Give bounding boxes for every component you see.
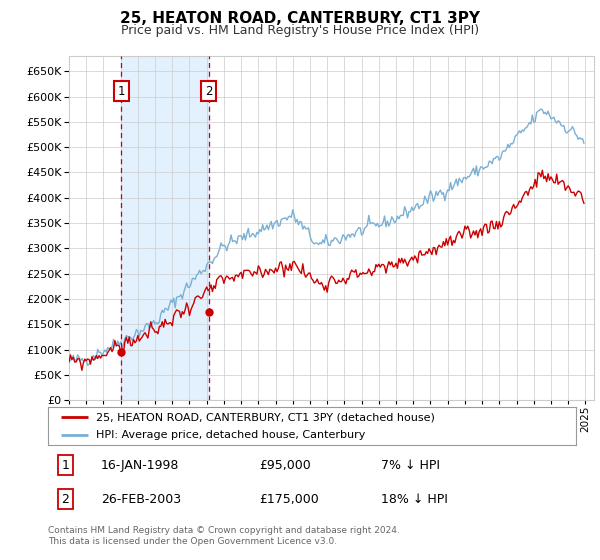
Text: Contains HM Land Registry data © Crown copyright and database right 2024.
This d: Contains HM Land Registry data © Crown c… xyxy=(48,526,400,546)
Text: 7% ↓ HPI: 7% ↓ HPI xyxy=(380,459,440,472)
Text: £95,000: £95,000 xyxy=(259,459,311,472)
Text: Price paid vs. HM Land Registry's House Price Index (HPI): Price paid vs. HM Land Registry's House … xyxy=(121,24,479,36)
Text: 26-FEB-2003: 26-FEB-2003 xyxy=(101,493,181,506)
Text: 16-JAN-1998: 16-JAN-1998 xyxy=(101,459,179,472)
Text: 18% ↓ HPI: 18% ↓ HPI xyxy=(380,493,448,506)
Text: 25, HEATON ROAD, CANTERBURY, CT1 3PY (detached house): 25, HEATON ROAD, CANTERBURY, CT1 3PY (de… xyxy=(95,412,434,422)
Text: 2: 2 xyxy=(61,493,69,506)
Bar xyxy=(121,56,209,400)
Text: HPI: Average price, detached house, Canterbury: HPI: Average price, detached house, Cant… xyxy=(95,430,365,440)
Text: 2: 2 xyxy=(205,85,212,98)
Text: 1: 1 xyxy=(61,459,69,472)
Text: £175,000: £175,000 xyxy=(259,493,319,506)
Text: 1: 1 xyxy=(118,85,125,98)
Text: 25, HEATON ROAD, CANTERBURY, CT1 3PY: 25, HEATON ROAD, CANTERBURY, CT1 3PY xyxy=(120,11,480,26)
